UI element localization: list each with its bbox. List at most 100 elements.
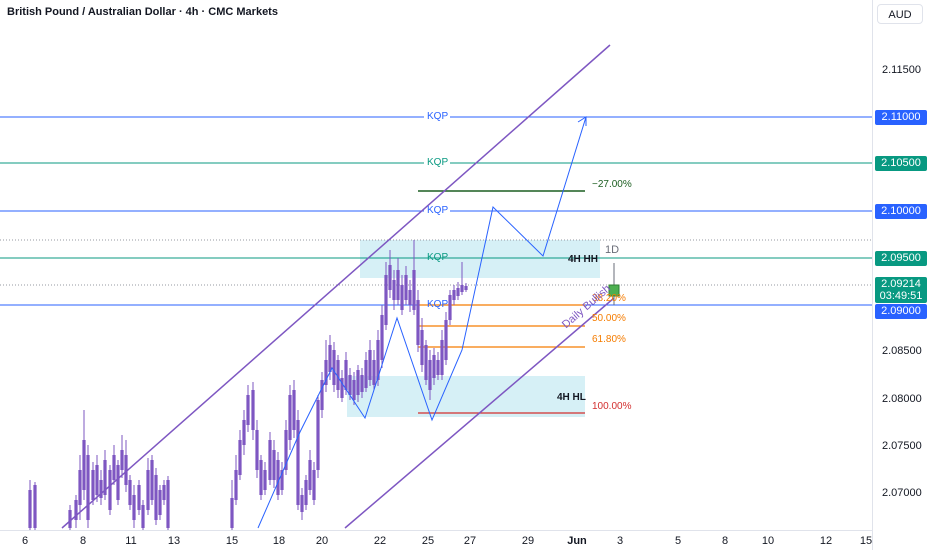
timeframe-label: 1D (605, 244, 620, 256)
price-axis[interactable] (872, 0, 932, 550)
candle-body (344, 360, 348, 390)
candle-body (432, 355, 436, 378)
candle-body (360, 375, 364, 392)
current-price-value: 2.09214 (881, 278, 921, 290)
level-badge: 2.10500 (875, 156, 927, 171)
candle-body (448, 295, 452, 320)
candle-body (440, 340, 444, 375)
candle-body (316, 400, 320, 470)
candle-body (272, 450, 276, 480)
candle-body (388, 265, 392, 290)
candle-body (312, 470, 316, 500)
candle-body (120, 450, 124, 470)
time-tick: 15 (859, 535, 873, 547)
hl-label: 4H HL (557, 392, 586, 403)
kqp-label: KQP (427, 299, 449, 310)
candle-body (68, 510, 72, 528)
channel-lower-line[interactable] (344, 297, 615, 529)
candle-body (284, 430, 288, 470)
hl-zone (347, 376, 585, 417)
candle-body (332, 350, 336, 385)
candle-body (304, 480, 308, 505)
candle-body (276, 460, 280, 495)
candle-body (288, 395, 292, 440)
candle-body (336, 360, 340, 390)
candle-body (95, 465, 99, 495)
candle-body (28, 490, 32, 528)
candle-body (162, 485, 166, 500)
currency-selector[interactable]: AUD (877, 4, 923, 24)
time-axis[interactable] (0, 530, 872, 550)
fib-label: −27.00% (592, 179, 632, 190)
price-tick: 2.11500 (882, 64, 921, 76)
time-tick: 27 (463, 535, 477, 547)
candle-body (154, 475, 158, 520)
candle-body (112, 455, 116, 480)
fib-label: 100.00% (592, 401, 632, 412)
candle-body (242, 420, 246, 445)
candle-body (268, 440, 272, 480)
candle-body (428, 360, 432, 390)
candle-body (352, 380, 356, 400)
candle-body (356, 370, 360, 395)
candle-body (33, 485, 37, 528)
channel-upper-line[interactable] (61, 44, 611, 529)
level-badge: 2.09500 (875, 251, 927, 266)
candle-body (246, 395, 250, 425)
time-tick: 22 (373, 535, 387, 547)
fib-label: 61.80% (592, 334, 626, 345)
fib-label: 50.00% (592, 313, 626, 324)
time-tick: 29 (521, 535, 535, 547)
candle-body (116, 465, 120, 500)
level-badge: 2.10000 (875, 204, 927, 219)
time-tick: 11 (125, 535, 137, 547)
kqp-labels (424, 111, 450, 217)
time-tick: 25 (421, 535, 435, 547)
candle-body (456, 288, 460, 296)
time-tick: 12 (819, 535, 833, 547)
kqp-label: KQP (427, 252, 449, 263)
candle-body (78, 470, 82, 505)
candle-body (146, 470, 150, 510)
candle-body (128, 480, 132, 505)
candle-body (150, 460, 154, 500)
candle-body (91, 470, 95, 500)
candle-body (324, 360, 328, 385)
candle-body (372, 360, 376, 385)
time-tick: 15 (225, 535, 239, 547)
price-path-zigzag[interactable] (257, 116, 587, 529)
candle-body (412, 270, 416, 310)
candle-body (99, 480, 103, 498)
arrow-head (577, 116, 587, 126)
time-tick: Jun (567, 535, 587, 547)
kqp-label: KQP (427, 111, 449, 122)
candle-body (259, 460, 263, 495)
candle-body (452, 290, 456, 300)
candle-body (364, 360, 368, 388)
time-tick: 3 (616, 535, 624, 547)
candle-body (230, 498, 234, 528)
candle-body (280, 470, 284, 490)
time-tick: 5 (674, 535, 682, 547)
kqp-label: KQP (427, 205, 449, 216)
time-tick: 8 (79, 535, 87, 547)
price-tick: 2.08000 (882, 393, 922, 405)
candle-body (238, 440, 242, 475)
candle-body (137, 485, 141, 510)
time-tick: 20 (315, 535, 329, 547)
candle-body (108, 470, 112, 510)
candle-body (400, 285, 404, 310)
level-badge: 2.09000 (875, 304, 927, 319)
kqp-label: KQP (427, 157, 449, 168)
time-tick: 13 (167, 535, 181, 547)
candle-body (74, 500, 78, 520)
level-badge: 2.11000 (875, 110, 927, 125)
current-price-badge: 2.09214 03:49:51 (875, 277, 927, 303)
candle-body (340, 378, 344, 398)
candle-body (436, 360, 440, 375)
hh-zone (360, 240, 600, 278)
candlestick-series (28, 240, 468, 530)
candle-body (141, 505, 145, 528)
candle-body (255, 430, 259, 470)
